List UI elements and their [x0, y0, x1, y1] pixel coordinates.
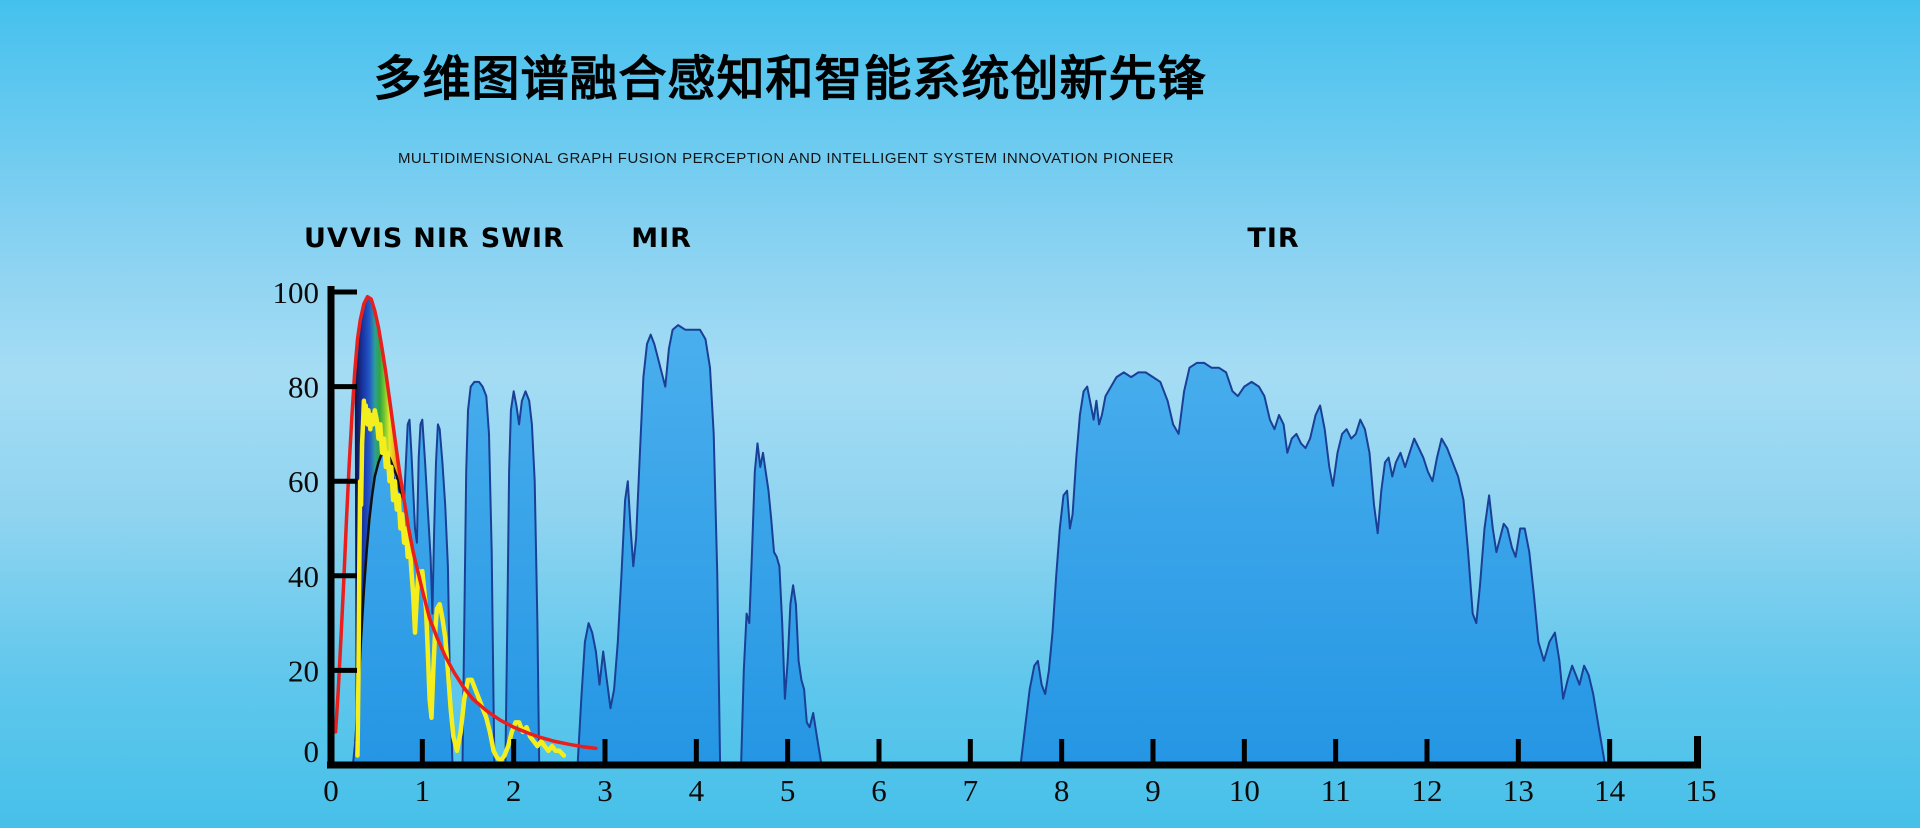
- band-label-vis: VIS: [350, 223, 403, 254]
- x-tick-label-3: 3: [597, 773, 613, 808]
- band-label-swir: SWIR: [481, 223, 565, 254]
- x-tick-label-12: 12: [1412, 773, 1443, 808]
- x-tick-label-14: 14: [1594, 773, 1626, 808]
- x-tick-label-8: 8: [1054, 773, 1070, 808]
- x-tick-label-7: 7: [963, 773, 979, 808]
- page-title: 多维图谱融合感知和智能系统创新先锋: [373, 53, 1207, 106]
- y-tick-label-40: 40: [288, 559, 319, 594]
- band-label-mir: MIR: [631, 223, 692, 254]
- x-tick-label-4: 4: [689, 773, 705, 808]
- y-tick-label-20: 20: [288, 653, 319, 688]
- x-tick-label-2: 2: [506, 773, 522, 808]
- x-tick-label-0: 0: [323, 773, 339, 808]
- x-tick-label-13: 13: [1503, 773, 1534, 808]
- y-tick-label-0: 0: [304, 734, 320, 769]
- series-blackbody-envelope: [333, 294, 598, 751]
- x-tick-label-5: 5: [780, 773, 796, 808]
- y-tick-label-80: 80: [288, 370, 319, 405]
- page-subtitle: MULTIDIMENSIONAL GRAPH FUSION PERCEPTION…: [397, 150, 1175, 167]
- series-atmospheric-transmission: [351, 324, 1607, 766]
- y-tick-label-60: 60: [288, 464, 319, 499]
- x-tick-label-1: 1: [415, 773, 431, 808]
- y-tick-label-100: 100: [273, 275, 320, 310]
- x-tick-label-10: 10: [1229, 773, 1260, 808]
- x-tick-label-15: 15: [1686, 773, 1717, 808]
- band-label-nir: NIR: [413, 223, 469, 254]
- x-tick-label-6: 6: [871, 773, 887, 808]
- series-ground-radiance-curve: [354, 451, 406, 742]
- x-tick-label-11: 11: [1321, 773, 1351, 808]
- x-tick-label-9: 9: [1145, 773, 1161, 808]
- band-label-tir: TIR: [1247, 223, 1299, 254]
- band-label-uv: UV: [304, 223, 349, 254]
